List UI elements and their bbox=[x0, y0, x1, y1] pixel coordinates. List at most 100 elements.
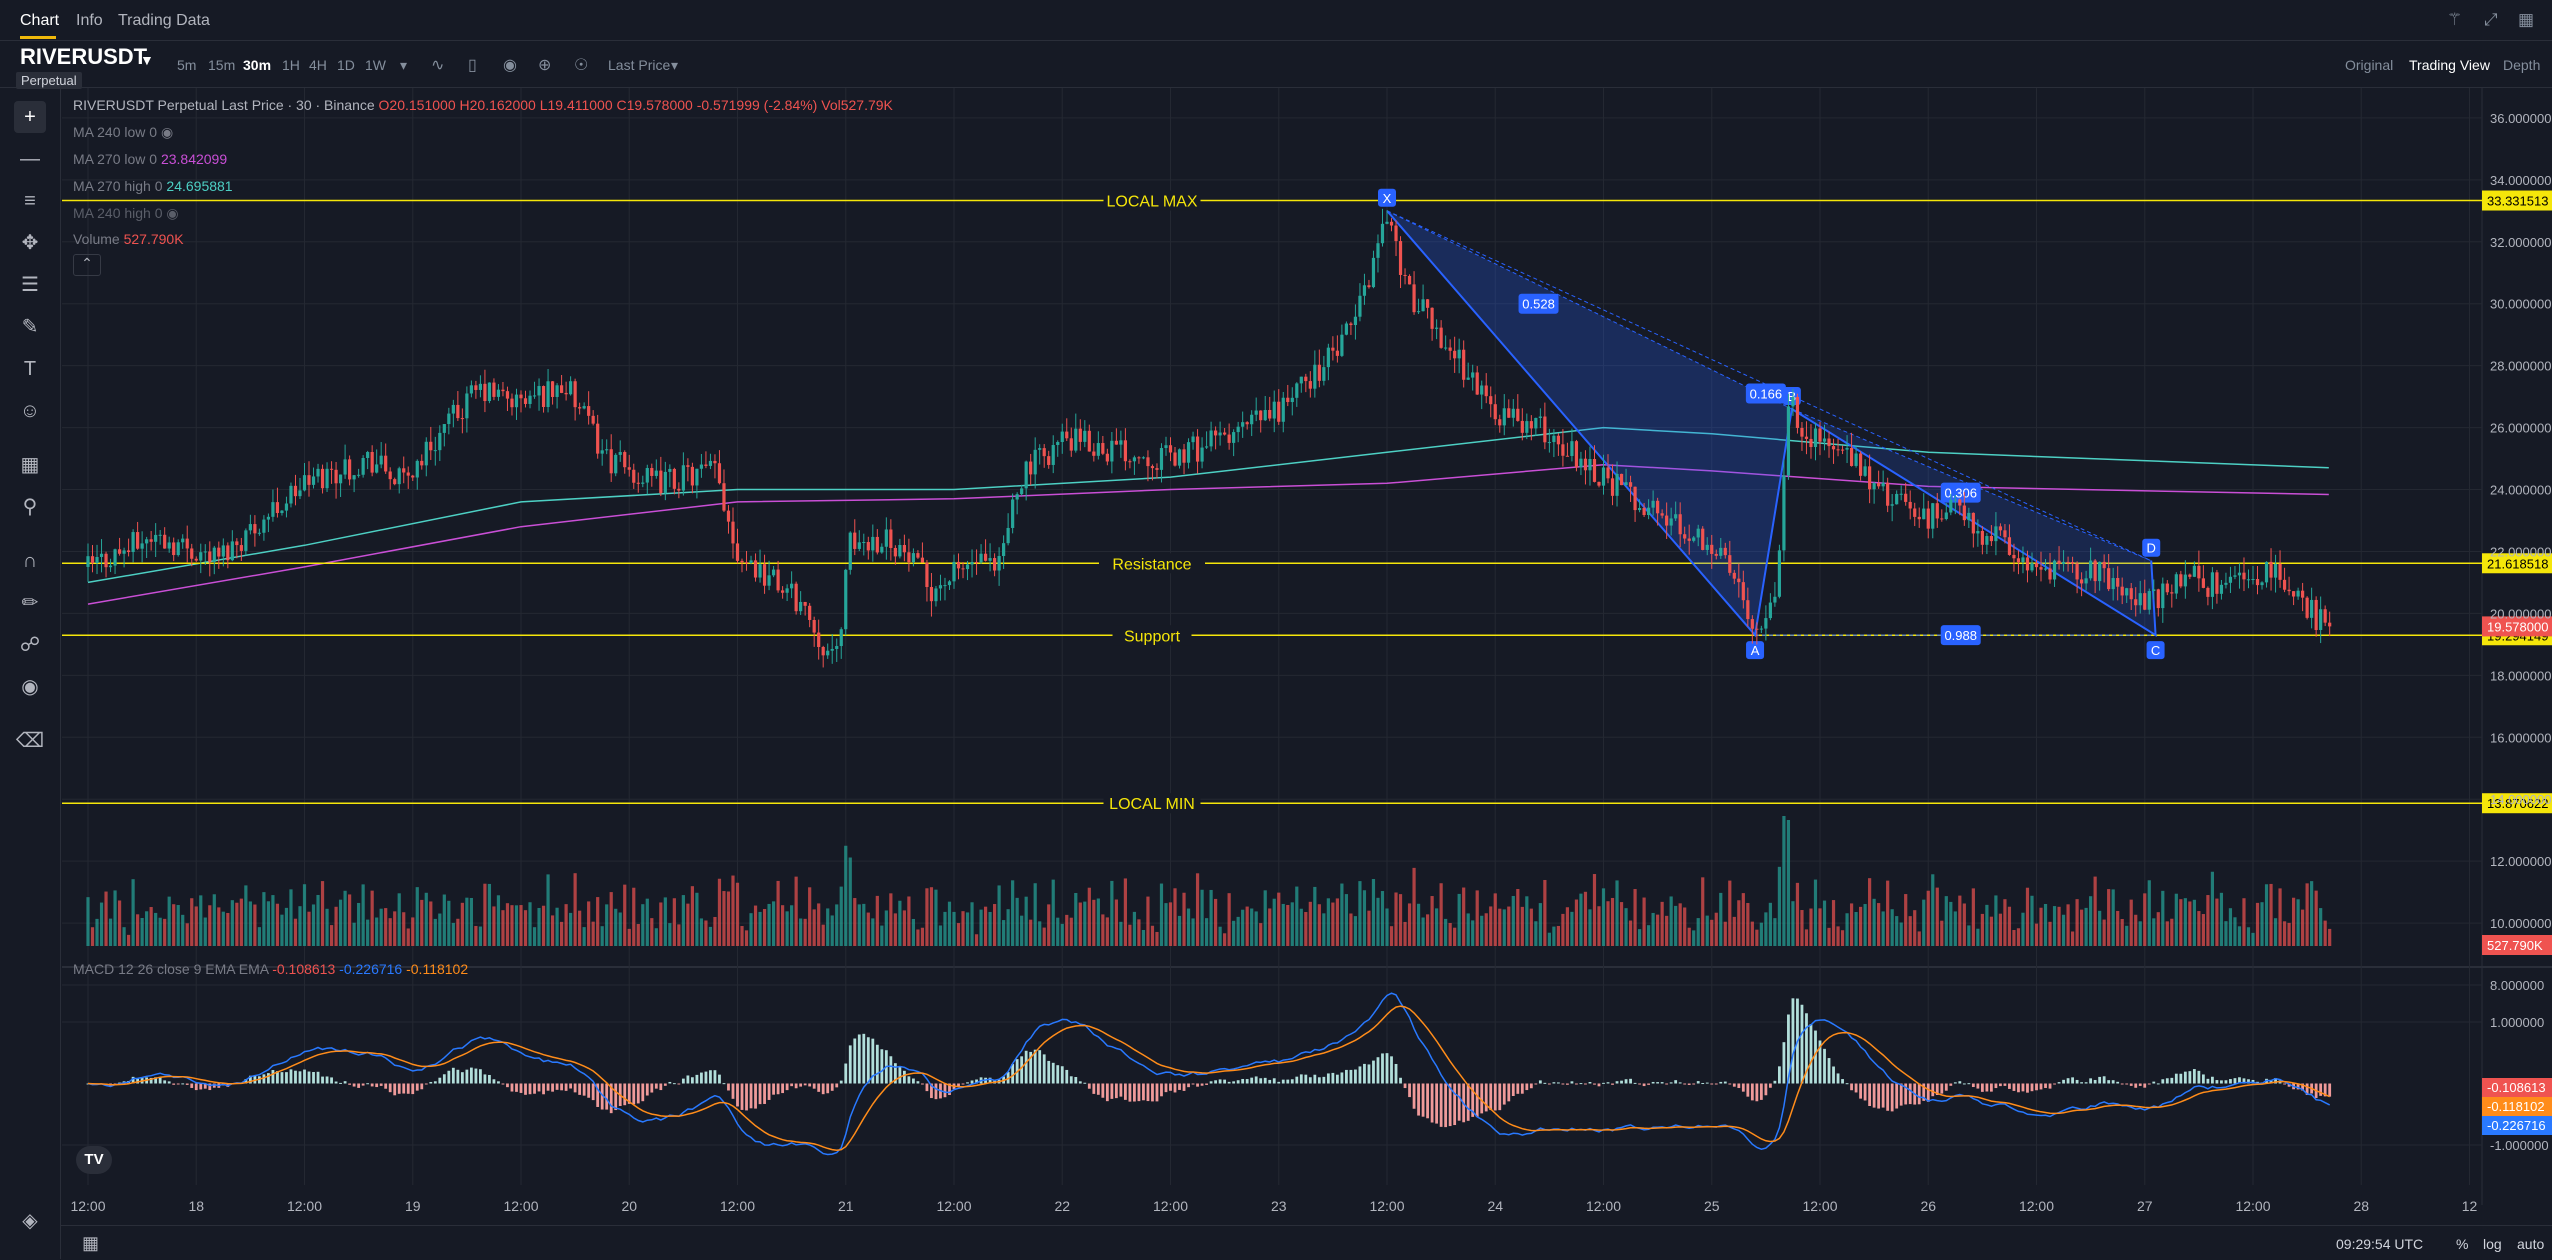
zoom-icon[interactable]: ⚲ bbox=[22, 496, 38, 518]
fib-icon[interactable]: ☰ bbox=[21, 274, 39, 296]
magnet-icon[interactable]: ∩ bbox=[22, 550, 38, 572]
ruler-icon[interactable]: ▦ bbox=[20, 454, 40, 476]
lock-icon[interactable]: ☍ bbox=[19, 634, 41, 656]
chart-type-icon[interactable]: ▯ bbox=[468, 57, 477, 74]
level-price-tag bbox=[2482, 553, 2552, 574]
legend-ma240-high[interactable]: MA 240 high 0 ◉ bbox=[73, 205, 179, 222]
tab-trading-data[interactable]: Trading Data bbox=[118, 12, 210, 29]
candle-body bbox=[618, 452, 622, 455]
macd-histogram-bar bbox=[830, 1083, 834, 1091]
camera-icon[interactable]: ◉ bbox=[503, 57, 517, 74]
layers-icon[interactable]: ◈ bbox=[22, 1210, 38, 1232]
eye-off-icon[interactable]: ◉ bbox=[160, 124, 174, 140]
macd-histogram-bar bbox=[2188, 1071, 2192, 1084]
trash-icon[interactable]: ⌫ bbox=[15, 730, 45, 752]
add-icon[interactable]: ⊕ bbox=[538, 57, 552, 74]
horizontal-lines-icon[interactable]: ≡ bbox=[24, 190, 36, 212]
interval-4h[interactable]: 4H bbox=[309, 57, 327, 73]
emoji-icon[interactable]: ☺ bbox=[19, 400, 41, 422]
tab-info[interactable]: Info bbox=[76, 12, 103, 29]
candle-body bbox=[1615, 473, 1619, 496]
macd-histogram-bar bbox=[1367, 1064, 1371, 1084]
macd-histogram-bar bbox=[1714, 1083, 1718, 1085]
legend-ma270-high[interactable]: MA 270 high 0 24.695881 bbox=[73, 178, 233, 194]
macd-histogram-bar bbox=[488, 1074, 491, 1084]
candle-body bbox=[704, 464, 708, 466]
settings-icon[interactable]: ☉ bbox=[574, 57, 589, 74]
eye-icon[interactable]: ◉ bbox=[21, 676, 39, 698]
macd-histogram-bar bbox=[1466, 1083, 1470, 1121]
grid-icon[interactable]: ▦ bbox=[2518, 10, 2535, 29]
crosshair-icon[interactable]: + bbox=[14, 101, 46, 133]
volume-bar bbox=[1380, 891, 1385, 946]
view-tradingview[interactable]: Trading View bbox=[2409, 57, 2490, 73]
legend-ma240-low[interactable]: MA 240 low 0 ◉ bbox=[73, 124, 173, 141]
volume-bar bbox=[2152, 918, 2156, 946]
trendline-icon[interactable]: — bbox=[20, 148, 40, 170]
volume-bar bbox=[172, 904, 176, 946]
indicators-icon[interactable]: ∿ bbox=[431, 57, 445, 74]
candle-body bbox=[388, 471, 392, 480]
candle-body bbox=[1150, 466, 1155, 469]
macd-histogram-bar bbox=[785, 1083, 789, 1091]
view-depth[interactable]: Depth bbox=[2503, 57, 2541, 73]
interval-more-icon[interactable]: ▾ bbox=[400, 57, 408, 73]
macd-histogram-bar bbox=[1931, 1083, 1935, 1097]
macd-histogram-bar bbox=[1435, 1083, 1439, 1124]
macd-histogram-bar bbox=[2062, 1079, 2065, 1084]
tab-chart[interactable]: Chart bbox=[20, 12, 60, 29]
interval-30m[interactable]: 30m bbox=[243, 57, 272, 73]
volume-bar bbox=[1904, 894, 1908, 946]
volume-bar bbox=[550, 915, 555, 946]
interval-15m[interactable]: 15m bbox=[208, 57, 236, 73]
candle-body bbox=[974, 561, 979, 563]
eye-off-icon[interactable]: ◉ bbox=[166, 205, 179, 221]
view-original[interactable]: Original bbox=[2345, 57, 2394, 73]
brush-icon[interactable]: ✎ bbox=[21, 316, 39, 338]
expand-icon[interactable]: ⤢ bbox=[2484, 10, 2498, 29]
interval-1d[interactable]: 1D bbox=[337, 57, 355, 73]
macd-histogram-bar bbox=[2224, 1080, 2228, 1084]
interval-5m[interactable]: 5m bbox=[177, 57, 197, 73]
volume-bar bbox=[762, 908, 767, 946]
volume-bar bbox=[208, 905, 212, 946]
candle-body bbox=[790, 583, 794, 589]
price-type-select[interactable]: Last Price bbox=[608, 57, 671, 73]
auto-toggle[interactable]: auto bbox=[2517, 1236, 2545, 1252]
macd-histogram-bar bbox=[1588, 1082, 1592, 1084]
date-range-icon[interactable]: ▦ bbox=[82, 1233, 100, 1253]
legend-volume-indicator[interactable]: Volume 527.790K bbox=[73, 231, 184, 247]
percent-toggle[interactable]: % bbox=[2456, 1236, 2469, 1252]
legend-title: RIVERUSDT Perpetual Last Price · 30 · Bi… bbox=[73, 97, 375, 113]
bell-icon[interactable]: ⚚ bbox=[2447, 10, 2463, 29]
legend-change: -0.571999 (-2.84%) bbox=[696, 97, 818, 113]
candle-body bbox=[1516, 408, 1520, 421]
interval-1h[interactable]: 1H bbox=[282, 57, 300, 73]
macd-histogram-bar bbox=[889, 1056, 893, 1084]
price-type-chevron-icon[interactable]: ▾ bbox=[671, 57, 679, 73]
candle-body bbox=[320, 468, 325, 489]
macd-histogram-bar bbox=[271, 1070, 275, 1084]
symbol-name[interactable]: RIVERUSDT bbox=[20, 44, 148, 69]
interval-1w[interactable]: 1W bbox=[365, 57, 386, 73]
candle-body bbox=[2066, 561, 2070, 563]
clock-time[interactable]: 09:29:54 UTC bbox=[2336, 1236, 2424, 1252]
macd-histogram-bar bbox=[442, 1074, 446, 1084]
candle-body bbox=[1525, 421, 1529, 433]
log-toggle[interactable]: log bbox=[2483, 1236, 2502, 1252]
macd-histogram-bar bbox=[1268, 1079, 1272, 1084]
legend-ma270-low[interactable]: MA 270 low 0 23.842099 bbox=[73, 151, 227, 167]
text-icon[interactable]: T bbox=[23, 358, 37, 380]
macd-histogram-bar bbox=[406, 1083, 410, 1094]
ma270-high-value: 24.695881 bbox=[166, 178, 233, 194]
chevron-down-icon[interactable]: ▼ bbox=[140, 52, 154, 68]
candle-body bbox=[1656, 500, 1660, 514]
candle-body bbox=[1665, 515, 1669, 526]
macd-histogram-bar bbox=[2017, 1083, 2020, 1093]
candle-body bbox=[2089, 560, 2093, 579]
stay-drawing-icon[interactable]: ✏ bbox=[21, 592, 39, 614]
collapse-legend-icon[interactable]: ⌃ bbox=[73, 254, 101, 276]
legend-macd[interactable]: MACD 12 26 close 9 EMA EMA -0.108613 -0.… bbox=[73, 961, 468, 977]
pattern-icon[interactable]: ✥ bbox=[21, 232, 39, 254]
